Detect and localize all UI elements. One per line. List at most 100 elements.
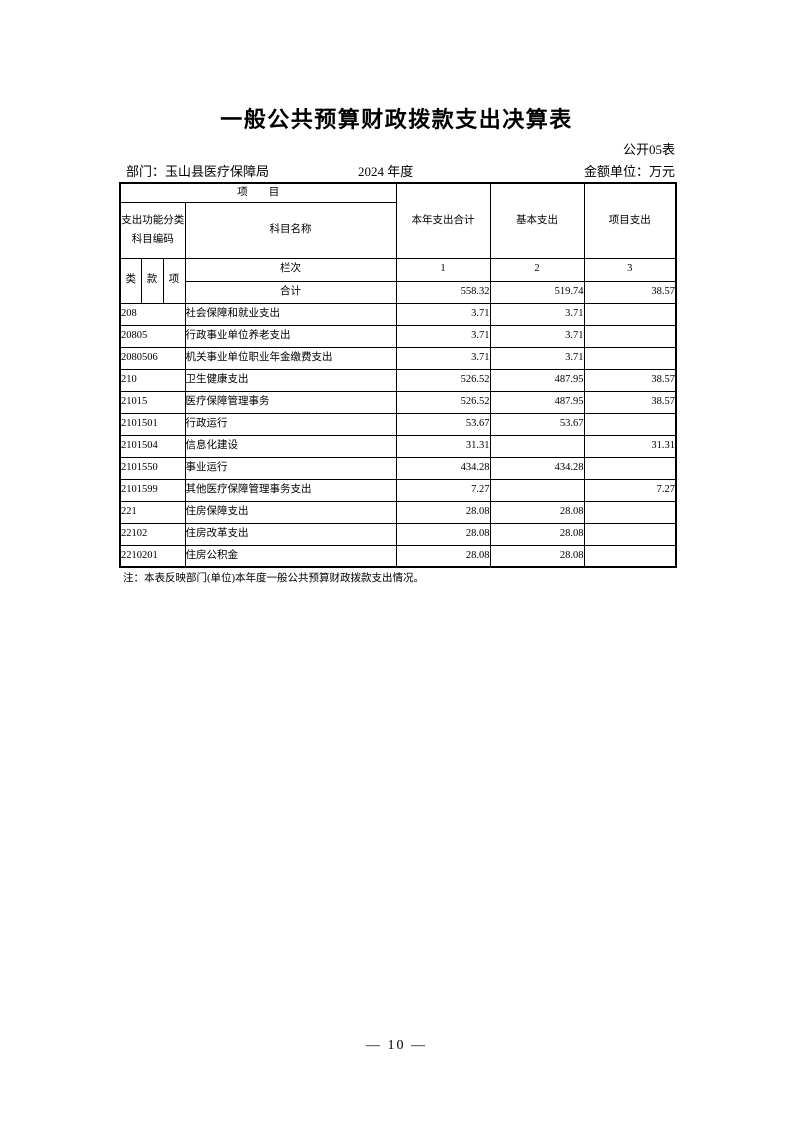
cell-basic — [489, 434, 585, 458]
table-row: 221 住房保障支出 28.08 28.08 — [119, 500, 677, 524]
header-func-class-line1: 支出功能分类 — [121, 215, 185, 226]
cell-code: 2101599 — [119, 478, 186, 502]
header-col-basic: 基本支出 — [489, 182, 585, 259]
table-header-row-2: 支出功能分类 科目编码 科目名称 — [119, 201, 676, 259]
total-label: 合计 — [184, 280, 397, 304]
cell-project: 38.57 — [583, 368, 677, 392]
header-colno-3: 3 — [583, 257, 677, 282]
header-colno-1: 1 — [395, 257, 491, 282]
cell-name: 住房公积金 — [184, 544, 397, 568]
total-amount: 558.32 — [395, 280, 491, 304]
cell-name: 社会保障和就业支出 — [184, 302, 397, 326]
cell-name: 机关事业单位职业年金缴费支出 — [184, 346, 397, 370]
amount-unit-label: 金额单位：万元 — [583, 164, 675, 179]
cell-project — [583, 412, 677, 436]
header-func-class-line2: 科目编码 — [131, 234, 174, 245]
cell-code: 221 — [119, 500, 186, 524]
table-row: 2101599 其他医疗保障管理事务支出 7.27 7.27 — [119, 478, 677, 502]
table-code-label: 公开05表 — [622, 142, 675, 157]
cell-name: 其他医疗保障管理事务支出 — [184, 478, 397, 502]
header-sub-section: 款 — [140, 257, 164, 304]
header-sub-class: 类 — [119, 257, 142, 304]
cell-project — [583, 324, 677, 348]
cell-basic: 487.95 — [489, 368, 585, 392]
cell-total: 526.52 — [395, 368, 491, 392]
cell-code: 2101501 — [119, 412, 186, 436]
cell-project: 38.57 — [583, 390, 677, 414]
cell-name: 医疗保障管理事务 — [184, 390, 397, 414]
cell-total: 28.08 — [395, 522, 491, 546]
header-sub-item: 项 — [162, 257, 186, 304]
cell-total: 3.71 — [395, 346, 491, 370]
cell-total: 28.08 — [395, 500, 491, 524]
header-project: 项 目 — [119, 182, 397, 203]
cell-total: 434.28 — [395, 456, 491, 480]
table-row: 21015 医疗保障管理事务 526.52 487.95 38.57 — [119, 390, 677, 414]
table-row: 2101550 事业运行 434.28 434.28 — [119, 456, 677, 480]
table-row: 210 卫生健康支出 526.52 487.95 38.57 — [119, 368, 677, 392]
cell-name: 行政运行 — [184, 412, 397, 436]
table-header-row-3: 类 款 项 栏次 1 2 3 — [119, 257, 677, 304]
cell-name: 事业运行 — [184, 456, 397, 480]
total-basic: 519.74 — [489, 280, 585, 304]
cell-basic — [489, 478, 585, 502]
cell-code: 22102 — [119, 522, 186, 546]
fiscal-year-label: 2024 年度 — [358, 164, 414, 179]
cell-project — [583, 522, 677, 546]
page-number: — 10 — — [366, 1038, 427, 1053]
budget-table: 项 目 本年支出合计 基本支出 项目支出 支出功能分类 科目编码 科目名称 类 … — [119, 182, 677, 568]
department-label: 部门：玉山县医疗保障局 — [126, 164, 270, 179]
cell-name: 行政事业单位养老支出 — [184, 324, 397, 348]
cell-code: 2101550 — [119, 456, 186, 480]
table-total-row: 合计 558.32 519.74 38.57 — [120, 280, 677, 304]
cell-total: 3.71 — [395, 324, 491, 348]
table-row: 2210201 住房公积金 28.08 28.08 — [119, 544, 677, 568]
cell-project: 7.27 — [583, 478, 677, 502]
cell-code: 20805 — [119, 324, 186, 348]
header-colno-2: 2 — [489, 257, 585, 282]
cell-code: 21015 — [119, 390, 186, 414]
cell-project — [583, 456, 677, 480]
header-subject-name: 科目名称 — [184, 201, 397, 259]
cell-basic: 487.95 — [489, 390, 585, 414]
header-col-project: 项目支出 — [583, 182, 677, 259]
cell-project: 31.31 — [583, 434, 677, 458]
cell-code: 210 — [119, 368, 186, 392]
table-row: 22102 住房改革支出 28.08 28.08 — [119, 522, 677, 546]
table-row: 20805 行政事业单位养老支出 3.71 3.71 — [119, 324, 677, 348]
cell-code: 2210201 — [119, 544, 186, 568]
cell-total: 31.31 — [395, 434, 491, 458]
cell-total: 3.71 — [395, 302, 491, 326]
header-func-class: 支出功能分类 科目编码 — [119, 201, 186, 259]
cell-project — [583, 544, 677, 568]
cell-basic: 3.71 — [489, 346, 585, 370]
cell-basic: 28.08 — [489, 544, 585, 568]
cell-project — [583, 346, 677, 370]
cell-basic: 28.08 — [489, 500, 585, 524]
cell-basic: 28.08 — [489, 522, 585, 546]
cell-project — [583, 302, 677, 326]
table-header-row-1: 项 目 本年支出合计 基本支出 项目支出 — [119, 182, 677, 259]
table-row: 2101501 行政运行 53.67 53.67 — [119, 412, 677, 436]
cell-basic: 3.71 — [489, 302, 585, 326]
cell-basic: 3.71 — [489, 324, 585, 348]
page-title: 一般公共预算财政拨款支出决算表 — [220, 107, 573, 132]
table-row: 208 社会保障和就业支出 3.71 3.71 — [119, 302, 677, 326]
footnote: 注：本表反映部门(单位)本年度一般公共预算财政拨款支出情况。 — [123, 573, 424, 584]
cell-code: 208 — [119, 302, 186, 326]
cell-name: 信息化建设 — [184, 434, 397, 458]
cell-name: 住房保障支出 — [184, 500, 397, 524]
cell-name: 卫生健康支出 — [184, 368, 397, 392]
cell-total: 53.67 — [395, 412, 491, 436]
total-project: 38.57 — [583, 280, 677, 304]
header-col-total: 本年支出合计 — [395, 182, 491, 259]
cell-code: 2101504 — [119, 434, 186, 458]
cell-basic: 434.28 — [489, 456, 585, 480]
cell-project — [583, 500, 677, 524]
table-row: 2080506 机关事业单位职业年金缴费支出 3.71 3.71 — [119, 346, 677, 370]
cell-total: 7.27 — [395, 478, 491, 502]
cell-basic: 53.67 — [489, 412, 585, 436]
cell-total: 28.08 — [395, 544, 491, 568]
cell-name: 住房改革支出 — [184, 522, 397, 546]
